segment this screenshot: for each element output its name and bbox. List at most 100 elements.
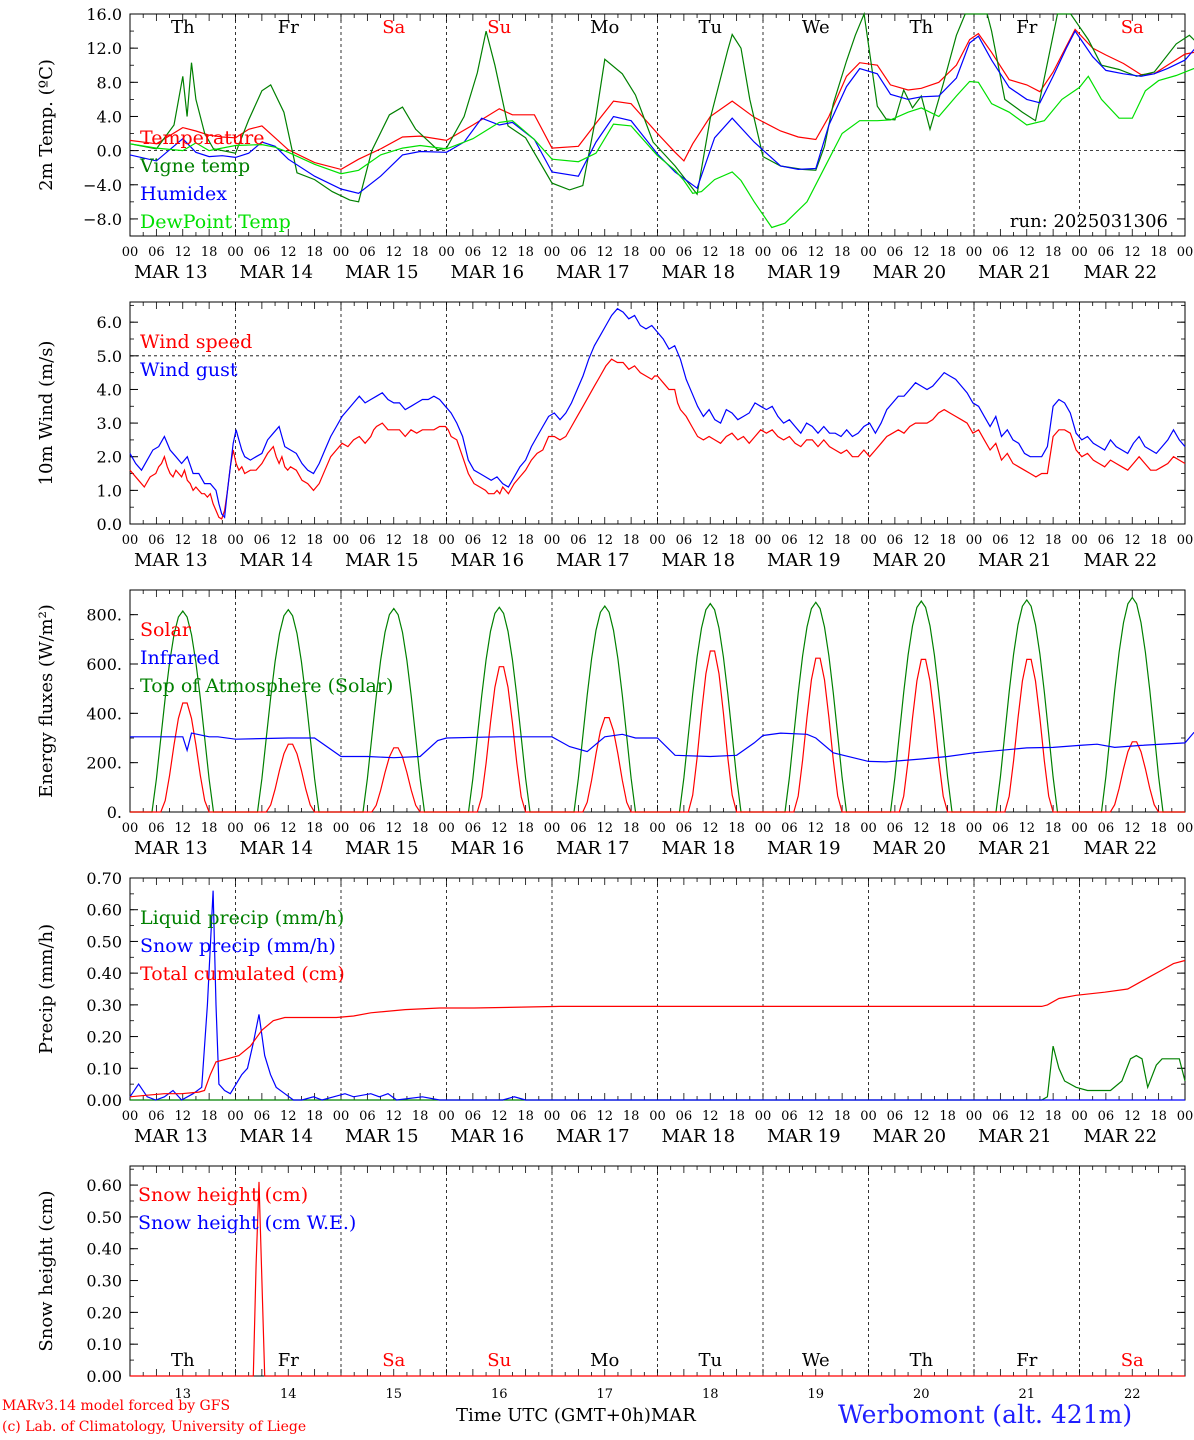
hour-tick-label: 18 bbox=[201, 821, 218, 836]
hour-tick-label: 12 bbox=[491, 245, 508, 260]
hour-tick-label: 06 bbox=[254, 533, 271, 548]
hour-tick-label: 00 bbox=[649, 245, 666, 260]
hour-tick-label: 00 bbox=[1177, 245, 1194, 260]
panel-3: 0. 200. 400. 600. 800. Energy fluxes (W/m²) 00… bbox=[36, 589, 1194, 859]
hour-tick-label: 12 bbox=[174, 245, 191, 260]
y-tick-label: 1.0 bbox=[97, 481, 122, 500]
y-tick-label: 0.20 bbox=[86, 1303, 122, 1322]
date-label: MAR 13 bbox=[134, 838, 208, 859]
y-tick-label: 600. bbox=[86, 655, 122, 674]
hour-tick-label: 12 bbox=[174, 1109, 191, 1124]
hour-tick-label: 00 bbox=[122, 533, 139, 548]
hour-tick-label: 06 bbox=[1098, 821, 1115, 836]
hour-tick-label: 18 bbox=[939, 245, 956, 260]
hour-tick-label: 12 bbox=[1018, 1109, 1035, 1124]
hour-tick-label: 18 bbox=[412, 1109, 429, 1124]
model-credit-line1: MARv3.14 model forced by GFS bbox=[2, 1398, 231, 1414]
hour-tick-label: 12 bbox=[491, 533, 508, 548]
hour-tick-label: 18 bbox=[517, 821, 534, 836]
y-tick-label: 16.0 bbox=[86, 5, 122, 24]
hour-tick-label: 12 bbox=[807, 1109, 824, 1124]
hour-tick-label: 12 bbox=[280, 245, 297, 260]
weekday-label: We bbox=[802, 17, 830, 38]
series-line-humidex bbox=[129, 29, 1194, 194]
hour-tick-label: 00 bbox=[122, 821, 139, 836]
hour-tick-label: 00 bbox=[333, 245, 350, 260]
date-label: MAR 15 bbox=[345, 1126, 419, 1147]
hour-tick-label: 12 bbox=[1018, 245, 1035, 260]
y-tick-label: 0. bbox=[107, 803, 122, 822]
legend-entry: Humidex bbox=[140, 183, 227, 205]
panel-5: 0.00 0.10 0.20 0.30 0.40 0.50 0.60 Snow height … bbox=[36, 1165, 1186, 1402]
x-axis-title: Time UTC (GMT+0h)MAR bbox=[456, 1405, 696, 1426]
hour-tick-label: 18 bbox=[834, 1109, 851, 1124]
y-tick-label: 0.0 bbox=[97, 142, 122, 161]
hour-tick-label: 18 bbox=[201, 1109, 218, 1124]
date-label: MAR 18 bbox=[661, 262, 735, 283]
hour-tick-label: 12 bbox=[807, 245, 824, 260]
panel-4: 0.00 0.10 0.20 0.30 0.40 0.50 0.60 0.70 Precip (… bbox=[36, 869, 1193, 1147]
date-label: MAR 14 bbox=[239, 550, 313, 571]
hour-tick-label: 06 bbox=[359, 533, 376, 548]
hour-tick-label: 18 bbox=[201, 245, 218, 260]
hour-tick-label: 06 bbox=[781, 821, 798, 836]
hour-tick-label: 00 bbox=[438, 821, 455, 836]
day-number-label: 13 bbox=[174, 1387, 191, 1402]
hour-tick-label: 00 bbox=[966, 1109, 983, 1124]
hour-tick-label: 12 bbox=[702, 1109, 719, 1124]
date-label: MAR 20 bbox=[872, 550, 946, 571]
y-tick-label: 0.40 bbox=[86, 964, 122, 983]
hour-tick-label: 18 bbox=[1045, 821, 1062, 836]
hour-tick-label: 00 bbox=[649, 1109, 666, 1124]
hour-tick-label: 06 bbox=[359, 821, 376, 836]
y-axis-label: Precip (mm/h) bbox=[36, 924, 57, 1054]
hour-tick-label: 00 bbox=[966, 821, 983, 836]
date-label: MAR 20 bbox=[872, 838, 946, 859]
y-axis-label: 2m Temp. (ºC) bbox=[36, 59, 57, 191]
hour-tick-label: 00 bbox=[1177, 1109, 1194, 1124]
hour-tick-label: 00 bbox=[860, 1109, 877, 1124]
series-line-snow-precip-mm-h bbox=[129, 890, 1185, 1101]
date-label: MAR 19 bbox=[767, 550, 841, 571]
hour-tick-label: 18 bbox=[623, 245, 640, 260]
hour-tick-label: 00 bbox=[544, 1109, 561, 1124]
hour-tick-label: 00 bbox=[1177, 533, 1194, 548]
hour-tick-label: 18 bbox=[939, 1109, 956, 1124]
hour-tick-label: 18 bbox=[1150, 245, 1167, 260]
hour-tick-label: 18 bbox=[834, 533, 851, 548]
hour-tick-label: 18 bbox=[728, 245, 745, 260]
hour-tick-label: 00 bbox=[1071, 1109, 1088, 1124]
weekday-label: Th bbox=[171, 1350, 195, 1371]
series-line-infrared bbox=[130, 731, 1194, 763]
hour-tick-label: 12 bbox=[280, 821, 297, 836]
weekday-label: Tu bbox=[698, 17, 722, 38]
date-label: MAR 13 bbox=[134, 262, 208, 283]
series-line-wind-speed bbox=[129, 358, 1186, 520]
date-label: MAR 17 bbox=[556, 1126, 630, 1147]
day-number-label: 18 bbox=[702, 1387, 719, 1402]
hour-tick-label: 18 bbox=[1150, 821, 1167, 836]
y-axis-label: Snow height (cm) bbox=[36, 1190, 57, 1351]
legend-entry: Snow height (cm) bbox=[138, 1184, 308, 1206]
date-label: MAR 22 bbox=[1083, 550, 1157, 571]
legend-entry: DewPoint Temp bbox=[140, 211, 291, 233]
y-tick-label: 200. bbox=[86, 754, 122, 773]
hour-tick-label: 12 bbox=[1124, 1109, 1141, 1124]
hour-tick-label: 12 bbox=[913, 533, 930, 548]
day-number-label: 22 bbox=[1124, 1387, 1141, 1402]
hour-tick-label: 00 bbox=[1071, 533, 1088, 548]
hour-tick-label: 18 bbox=[1045, 245, 1062, 260]
y-tick-label: 0.70 bbox=[86, 869, 122, 888]
hour-tick-label: 18 bbox=[834, 821, 851, 836]
date-label: MAR 16 bbox=[450, 838, 524, 859]
hour-tick-label: 18 bbox=[728, 821, 745, 836]
hour-tick-label: 00 bbox=[333, 821, 350, 836]
legend-entry: Liquid precip (mm/h) bbox=[140, 907, 344, 929]
hour-tick-label: 06 bbox=[992, 533, 1009, 548]
date-label: MAR 21 bbox=[978, 838, 1052, 859]
weekday-label: Sa bbox=[382, 17, 405, 38]
hour-tick-label: 12 bbox=[174, 533, 191, 548]
location-label: Werbomont (alt. 421m) bbox=[838, 1400, 1133, 1429]
day-number-label: 21 bbox=[1018, 1387, 1035, 1402]
weekday-label: Sa bbox=[1121, 17, 1144, 38]
